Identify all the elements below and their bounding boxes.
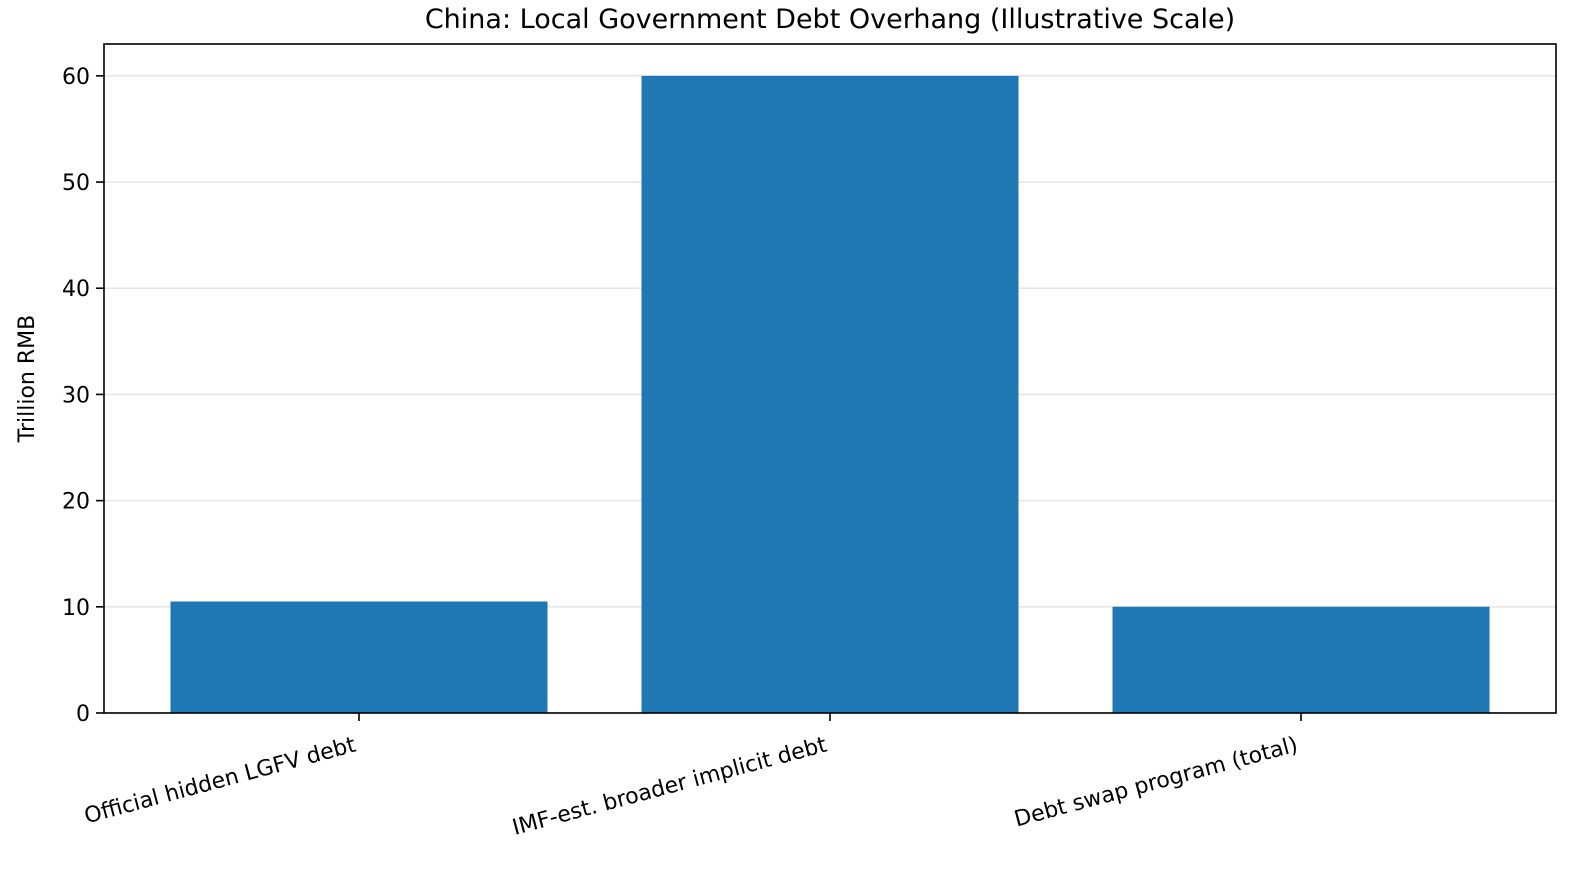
x-axis: Official hidden LGFV debt IMF-est. broade… bbox=[82, 713, 1302, 841]
bar-2 bbox=[641, 75, 1019, 714]
y-tick-label-40: 40 bbox=[62, 277, 90, 302]
x-tick-label-2: IMF-est. broader implicit debt bbox=[510, 733, 830, 841]
y-tick-label-10: 10 bbox=[62, 596, 90, 621]
bars bbox=[170, 75, 1490, 714]
y-axis-label: Trillion RMB bbox=[15, 315, 40, 443]
y-tick-label-50: 50 bbox=[62, 171, 90, 196]
y-tick-label-20: 20 bbox=[62, 490, 90, 515]
y-axis: 0 10 20 30 40 50 60 bbox=[62, 65, 104, 727]
bar-3 bbox=[1112, 606, 1490, 713]
x-tick-label-3: Debt swap program (total) bbox=[1012, 733, 1301, 833]
bar-1 bbox=[170, 601, 548, 713]
y-tick-label-0: 0 bbox=[76, 702, 90, 727]
x-tick-label-1: Official hidden LGFV debt bbox=[82, 733, 359, 830]
chart-title: China: Local Government Debt Overhang (I… bbox=[425, 4, 1235, 35]
y-tick-label-30: 30 bbox=[62, 383, 90, 408]
y-tick-label-60: 60 bbox=[62, 65, 90, 90]
